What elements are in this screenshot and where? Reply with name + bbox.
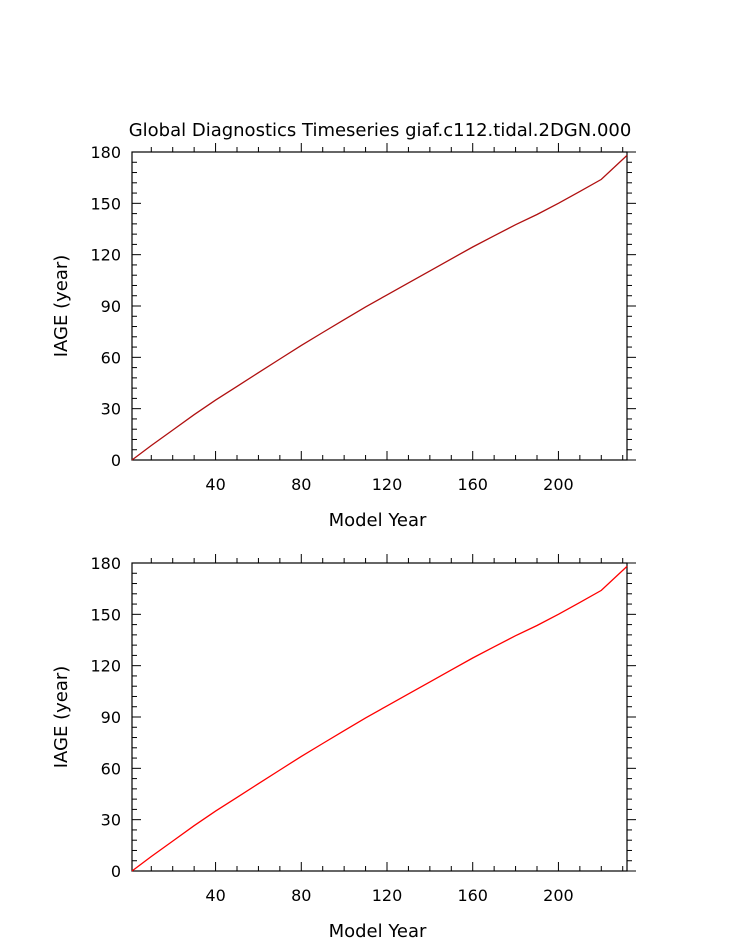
- plot-frame: [131, 151, 628, 461]
- x-tick-label: 120: [372, 886, 403, 905]
- y-tick-label: 60: [101, 348, 121, 367]
- y-tick-label: 60: [101, 759, 121, 778]
- y-axis-label: IAGE (year): [51, 255, 72, 358]
- x-tick-label: 200: [543, 886, 574, 905]
- series-line: [131, 565, 628, 872]
- x-tick-label: 160: [457, 886, 488, 905]
- x-tick-label: 160: [457, 475, 488, 494]
- x-tick-label: 80: [291, 886, 311, 905]
- chart-bottom: 0 30 60 90 120 150 180 40 80 120 160 200 Model Year I…: [51, 554, 636, 942]
- y-tick-label: 180: [90, 143, 121, 162]
- y-tick-label: 90: [101, 708, 121, 727]
- x-tick-label: 200: [543, 475, 574, 494]
- plot-frame: [131, 562, 628, 872]
- y-tick-label: 30: [101, 811, 121, 830]
- x-axis-label: Model Year: [329, 921, 427, 942]
- series-line: [131, 154, 628, 461]
- y-axis-label: IAGE (year): [51, 666, 72, 769]
- y-tick-label: 150: [90, 605, 121, 624]
- x-tick-label: 40: [205, 886, 225, 905]
- y-tick-label: 120: [90, 657, 121, 676]
- y-tick-label: 90: [101, 297, 121, 316]
- x-axis-label: Model Year: [329, 510, 427, 531]
- y-tick-label: 0: [111, 451, 121, 470]
- x-tick-label: 40: [205, 475, 225, 494]
- x-tick-label: 120: [372, 475, 403, 494]
- figure-title: Global Diagnostics Timeseries giaf.c112.…: [129, 120, 632, 141]
- y-tick-label: 120: [90, 246, 121, 265]
- y-tick-label: 150: [90, 194, 121, 213]
- chart-top: 0 30 60 90 120 150 180 40 80 120 160 200 Model Year I…: [51, 143, 636, 531]
- y-tick-label: 30: [101, 400, 121, 419]
- x-tick-label: 80: [291, 475, 311, 494]
- y-tick-label: 0: [111, 862, 121, 881]
- y-tick-label: 180: [90, 554, 121, 573]
